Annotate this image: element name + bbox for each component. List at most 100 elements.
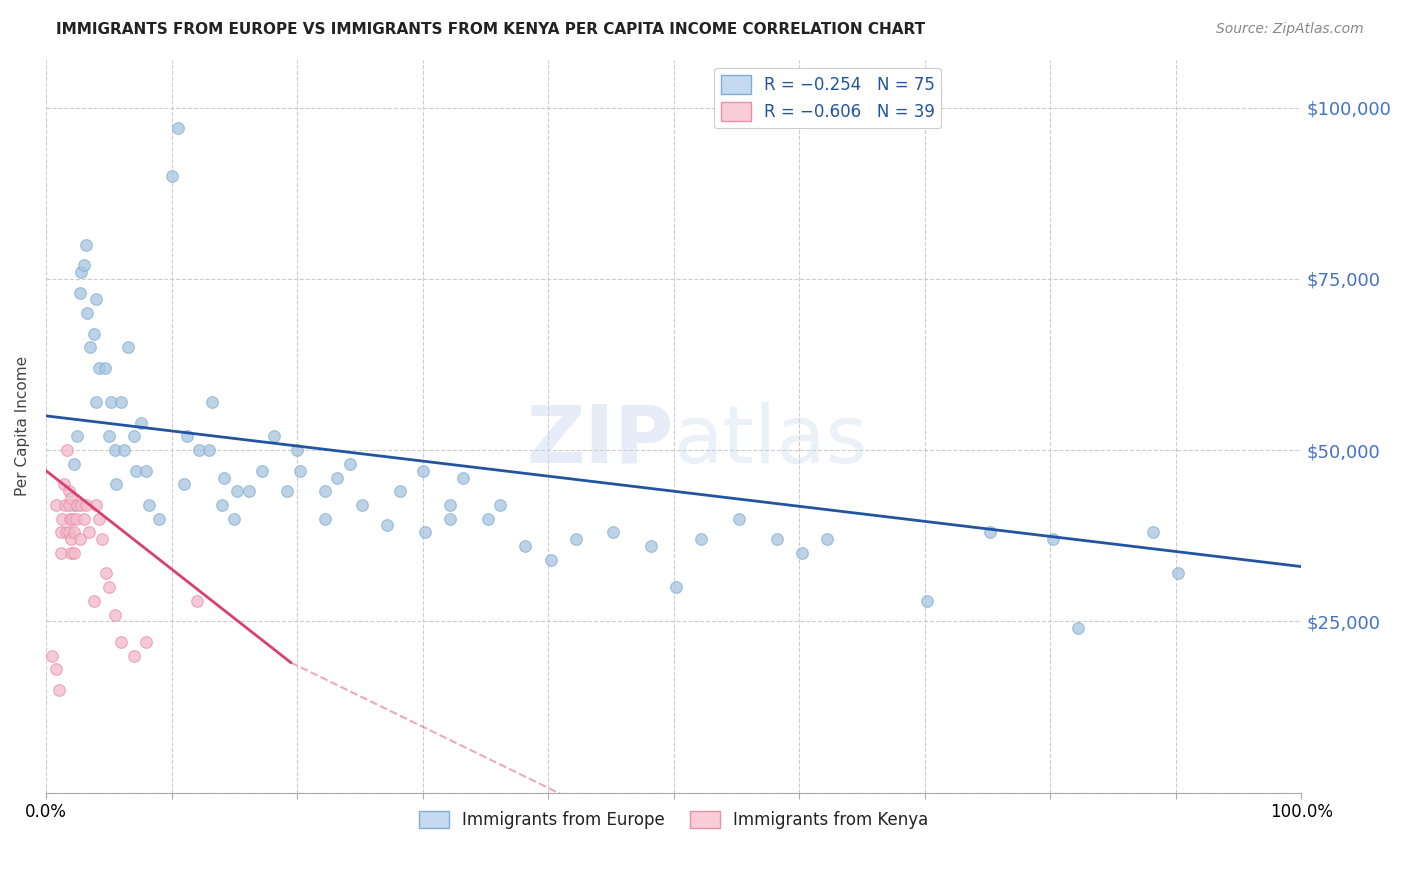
Point [48, 682, 70, 697]
Point [94, 360, 117, 375]
Point [104, 607, 127, 622]
Point [198, 443, 221, 458]
Point [62, 498, 84, 512]
Point [52, 477, 75, 491]
Point [104, 443, 127, 458]
Point [489, 498, 512, 512]
Point [131, 416, 153, 430]
Point [238, 484, 260, 499]
Point [326, 470, 349, 484]
Point [51, 511, 73, 525]
Text: atlas: atlas [673, 401, 868, 480]
Point [250, 464, 273, 478]
Point [602, 525, 624, 540]
Point [59, 511, 82, 525]
Point [58, 498, 80, 512]
Point [564, 532, 586, 546]
Point [979, 525, 1001, 540]
Point [79, 340, 101, 354]
Point [122, 648, 145, 663]
Point [75, 498, 97, 512]
Point [60, 511, 83, 525]
Point [815, 532, 838, 546]
Point [62, 457, 84, 471]
Point [110, 395, 132, 409]
Point [263, 429, 285, 443]
Point [211, 498, 233, 512]
Point [110, 635, 132, 649]
Point [314, 484, 336, 499]
Text: ZIP: ZIP [526, 401, 673, 480]
Point [135, 635, 157, 649]
Point [314, 511, 336, 525]
Point [65, 511, 87, 525]
Point [477, 511, 499, 525]
Point [1042, 532, 1064, 546]
Point [77, 525, 100, 540]
Point [66, 429, 89, 443]
Point [640, 539, 662, 553]
Point [100, 395, 122, 409]
Point [515, 539, 537, 553]
Point [188, 443, 211, 458]
Point [451, 470, 474, 484]
Point [97, 580, 120, 594]
Point [135, 464, 157, 478]
Point [690, 532, 713, 546]
Point [122, 429, 145, 443]
Point [117, 340, 139, 354]
Point [285, 443, 308, 458]
Text: Source: ZipAtlas.com: Source: ZipAtlas.com [1216, 22, 1364, 37]
Point [176, 429, 198, 443]
Point [56, 443, 79, 458]
Point [84, 395, 107, 409]
Point [148, 511, 170, 525]
Point [60, 532, 83, 546]
Point [540, 552, 562, 566]
Point [60, 491, 83, 505]
Point [69, 532, 91, 546]
Point [76, 306, 98, 320]
Point [83, 594, 105, 608]
Point [1067, 621, 1090, 635]
Point [166, 121, 188, 136]
Point [70, 498, 93, 512]
Point [53, 498, 76, 512]
Point [45, 662, 67, 676]
Point [97, 429, 120, 443]
Point [83, 326, 105, 341]
Point [352, 498, 374, 512]
Text: IMMIGRANTS FROM EUROPE VS IMMIGRANTS FROM KENYA PER CAPITA INCOME CORRELATION CH: IMMIGRANTS FROM EUROPE VS IMMIGRANTS FRO… [56, 22, 925, 37]
Point [388, 484, 411, 499]
Point [72, 258, 94, 272]
Point [288, 464, 311, 478]
Point [105, 477, 128, 491]
Point [765, 532, 787, 546]
Point [49, 525, 72, 540]
Point [58, 525, 80, 540]
Point [87, 511, 110, 525]
Point [55, 525, 77, 540]
Point [1142, 525, 1164, 540]
Point [173, 477, 195, 491]
Point [69, 285, 91, 300]
Point [728, 511, 751, 525]
Point [58, 484, 80, 499]
Point [62, 525, 84, 540]
Point [1167, 566, 1189, 581]
Point [62, 546, 84, 560]
Point [84, 498, 107, 512]
Point [790, 546, 813, 560]
Point [225, 484, 247, 499]
Point [96, 566, 118, 581]
Point [186, 594, 208, 608]
Point [112, 443, 135, 458]
Point [915, 594, 938, 608]
Point [412, 464, 434, 478]
Point [413, 525, 436, 540]
Y-axis label: Per Capita Income: Per Capita Income [15, 356, 30, 496]
Point [160, 169, 183, 183]
Point [339, 457, 361, 471]
Point [49, 546, 72, 560]
Point [75, 237, 97, 252]
